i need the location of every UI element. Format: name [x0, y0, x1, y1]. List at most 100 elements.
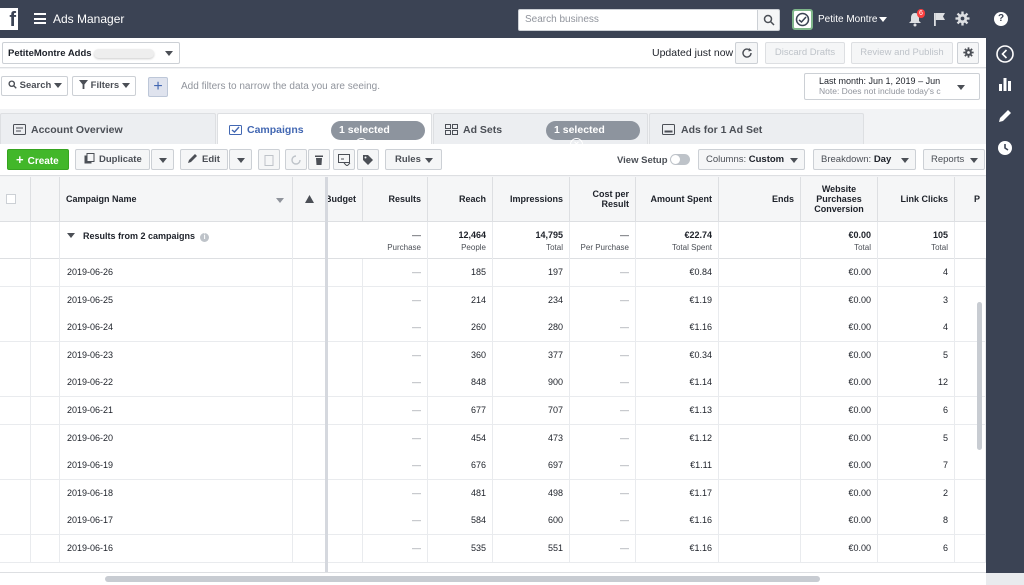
breakdown-dropdown-button[interactable]: Breakdown: Day	[813, 149, 916, 170]
summary-reach-sub: People	[461, 243, 486, 252]
column-header-results[interactable]: Results	[363, 177, 428, 222]
cell-cost-per-result: —	[570, 286, 636, 315]
cell-cost-per-result: —	[570, 369, 636, 398]
table-row[interactable]: 2019-06-22—848 900— €1.14 €0.00 12	[0, 369, 986, 398]
app-title[interactable]: Ads Manager	[53, 12, 125, 26]
expand-caret-icon[interactable]	[67, 233, 75, 238]
cell-website-purchases: €0.00	[801, 452, 878, 481]
ad-sets-selection-pill[interactable]: 1 selected×	[546, 121, 640, 151]
select-all-header[interactable]	[0, 177, 31, 222]
refresh-button[interactable]	[735, 42, 758, 64]
help-icon[interactable]: ?	[994, 12, 1008, 26]
account-avatar[interactable]	[792, 9, 813, 30]
summary-clicks-value: 105	[932, 230, 948, 240]
empty-cell	[293, 341, 326, 370]
summary-label-cell[interactable]: Results from 2 campaigns i	[60, 222, 293, 259]
collapse-panel-icon[interactable]	[993, 42, 1017, 66]
flag-icon[interactable]	[933, 12, 946, 26]
vertical-scrollbar[interactable]	[977, 302, 982, 450]
summary-amount-value: €22.74	[684, 230, 712, 240]
plus-icon: +	[16, 152, 24, 167]
view-setup-toggle[interactable]	[670, 154, 690, 165]
rules-dropdown-button[interactable]: Rules	[385, 149, 442, 170]
search-button[interactable]	[757, 9, 780, 31]
column-header-campaign-name[interactable]: Campaign Name	[60, 177, 293, 222]
cell-link-clicks: 6	[878, 397, 955, 425]
delete-button[interactable]	[308, 149, 330, 170]
add-filter-button[interactable]: +	[148, 77, 168, 97]
filter-hint-text[interactable]: Add filters to narrow the data you are s…	[181, 81, 381, 92]
ab-test-button[interactable]	[333, 149, 355, 170]
column-header-impressions[interactable]: Impressions	[493, 177, 570, 222]
empty-cell	[293, 314, 326, 343]
edit-button[interactable]: Edit	[180, 149, 228, 170]
filters-dropdown-button[interactable]: Filters	[72, 76, 136, 96]
horizontal-scrollbar[interactable]	[105, 576, 820, 582]
action-toolbar: + Create Duplicate Edit Rules View Setup …	[0, 144, 986, 176]
sort-caret-icon[interactable]	[276, 198, 284, 203]
select-all-checkbox[interactable]	[6, 194, 16, 204]
column-header-ends[interactable]: Ends	[719, 177, 801, 222]
column-header-cost-per-result[interactable]: Cost per Result	[570, 177, 636, 222]
duplicate-button[interactable]: Duplicate	[75, 149, 150, 170]
reports-dropdown-button[interactable]: Reports	[923, 149, 985, 170]
tab-account-overview[interactable]: Account Overview	[0, 113, 216, 144]
table-row[interactable]: 2019-06-23—360 377— €0.34 €0.00 5	[0, 341, 986, 370]
create-button[interactable]: + Create	[7, 149, 69, 170]
empty-cell	[955, 314, 986, 343]
tag-button[interactable]	[357, 149, 379, 170]
column-header-link-clicks[interactable]: Link Clicks	[878, 177, 955, 222]
table-row[interactable]: 2019-06-21—677 707— €1.13 €0.00 6	[0, 397, 986, 425]
menu-icon[interactable]	[34, 13, 46, 24]
table-row[interactable]: 2019-06-19—676 697— €1.11 €0.00 7	[0, 452, 986, 481]
table-row[interactable]: 2019-06-26—185 197— €0.84 €0.00 4	[0, 259, 986, 287]
chevron-down-icon	[970, 158, 978, 163]
column-header-website-purchases[interactable]: Website Purchases Conversion	[801, 177, 878, 222]
info-icon[interactable]: i	[200, 233, 210, 242]
settings-button[interactable]	[957, 42, 979, 64]
account-name[interactable]: Petite Montre	[818, 14, 878, 25]
gear-icon[interactable]	[955, 11, 970, 26]
column-header-label: Results	[388, 194, 421, 204]
date-range-picker[interactable]: Last month: Jun 1, 2019 – Jun Note: Does…	[804, 73, 980, 100]
edit-menu-button[interactable]	[229, 149, 252, 170]
cell-link-clicks: 4	[878, 314, 955, 343]
column-header-reach[interactable]: Reach	[428, 177, 493, 222]
clock-icon[interactable]	[993, 136, 1017, 160]
column-header-budget[interactable]: Budget	[326, 177, 363, 222]
pencil-icon[interactable]	[993, 104, 1017, 128]
discard-drafts-button[interactable]: Discard Drafts	[765, 42, 845, 64]
rules-label: Rules	[395, 154, 421, 165]
table-row[interactable]: 2019-06-17—584 600— €1.16 €0.00 8	[0, 507, 986, 536]
tab-campaigns[interactable]: Campaigns 1 selected×	[217, 113, 432, 151]
table-row[interactable]: 2019-06-20—454 473— €1.12 €0.00 5	[0, 424, 986, 453]
duplicate-menu-button[interactable]	[151, 149, 174, 170]
cell-cost-per-result: —	[570, 424, 636, 453]
tab-ads[interactable]: Ads for 1 Ad Set	[649, 113, 864, 144]
summary-impressions-value: 14,795	[535, 230, 563, 240]
tab-ad-sets[interactable]: Ad Sets 1 selected×	[433, 113, 648, 151]
facebook-logo[interactable]: f	[0, 8, 18, 31]
archive-button[interactable]	[258, 149, 280, 170]
chevron-down-icon	[54, 82, 63, 88]
review-and-publish-button[interactable]: Review and Publish	[851, 42, 953, 64]
business-search-input[interactable]: Search business	[518, 9, 758, 31]
table-row[interactable]: 2019-06-24—260 280— €1.16 €0.00 4	[0, 314, 986, 343]
chevron-down-icon[interactable]	[879, 17, 887, 22]
ad-account-selector[interactable]: PetiteMontre Adds	[2, 42, 180, 64]
discard-button[interactable]	[285, 149, 307, 170]
cell-cost-per-result: —	[570, 507, 636, 536]
table-row[interactable]: 2019-06-25—214 234— €1.19 €0.00 3	[0, 286, 986, 315]
columns-dropdown-button[interactable]: Columns: Custom	[698, 149, 805, 170]
chevron-down-icon	[237, 158, 245, 163]
column-header-delivery-warning[interactable]	[293, 177, 326, 222]
tab-label: Ads for 1 Ad Set	[681, 124, 763, 136]
empty-cell	[293, 286, 326, 315]
column-header-next[interactable]: P	[955, 177, 986, 222]
table-row[interactable]: 2019-06-16—535 551— €1.16 €0.00 6	[0, 535, 986, 563]
campaigns-selection-pill[interactable]: 1 selected×	[331, 121, 425, 151]
search-dropdown-button[interactable]: Search	[1, 76, 68, 96]
column-header-amount-spent[interactable]: Amount Spent	[636, 177, 719, 222]
bar-chart-icon[interactable]	[993, 72, 1017, 96]
table-row[interactable]: 2019-06-18—481 498— €1.17 €0.00 2	[0, 479, 986, 508]
